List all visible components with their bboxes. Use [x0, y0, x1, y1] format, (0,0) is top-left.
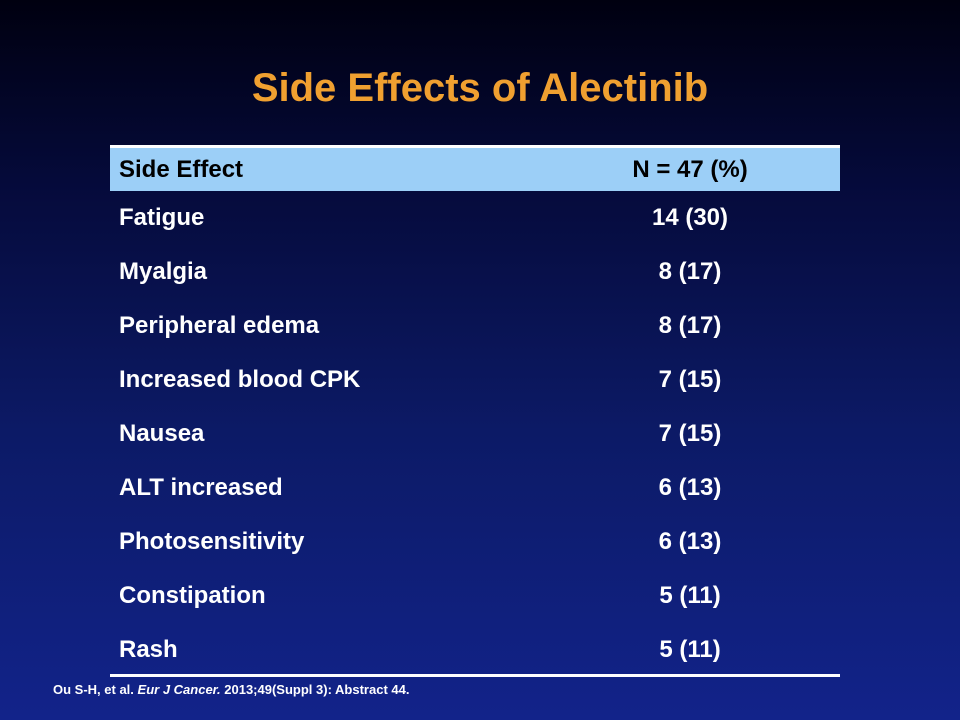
table-bottom-rule [110, 674, 840, 677]
citation-authors: Ou S-H, et al. [53, 682, 134, 697]
table-row: Peripheral edema 8 (17) [110, 299, 840, 353]
table-row: ALT increased 6 (13) [110, 461, 840, 515]
table-row: Nausea 7 (15) [110, 407, 840, 461]
citation-details: 2013;49(Suppl 3): Abstract 44. [224, 682, 410, 697]
citation-journal: Eur J Cancer. [137, 682, 221, 697]
row-value: 5 (11) [659, 636, 721, 663]
header-side-effect: Side Effect [119, 156, 244, 183]
slide-title: Side Effects of Alectinib [251, 66, 709, 110]
header-n-percent: N = 47 (%) [632, 156, 748, 183]
table-row: Fatigue 14 (30) [110, 191, 840, 245]
row-effect: Nausea [119, 420, 205, 447]
table-row: Increased blood CPK 7 (15) [110, 353, 840, 407]
row-effect: Fatigue [119, 204, 205, 231]
row-value: 6 (13) [658, 474, 722, 501]
row-effect: Myalgia [119, 258, 208, 285]
row-effect: Rash [119, 636, 178, 663]
citation: Ou S-H, et al. Eur J Cancer. 2013;49(Sup… [53, 682, 409, 697]
table-row: Photosensitivity 6 (13) [110, 515, 840, 569]
row-value: 8 (17) [658, 312, 722, 339]
row-value: 7 (15) [658, 420, 722, 447]
row-effect: Increased blood CPK [119, 366, 361, 393]
table-row: Rash 5 (11) [110, 623, 840, 677]
row-value: 5 (11) [659, 582, 721, 609]
row-value: 6 (13) [658, 528, 722, 555]
row-value: 8 (17) [658, 258, 722, 285]
row-effect: Constipation [119, 582, 266, 609]
row-value: 14 (30) [651, 204, 729, 231]
side-effects-table: Side Effect N = 47 (%) Fatigue 14 (30) M… [110, 145, 840, 677]
table-row: Myalgia 8 (17) [110, 245, 840, 299]
row-value: 7 (15) [658, 366, 722, 393]
row-effect: Peripheral edema [119, 312, 320, 339]
row-effect: ALT increased [119, 474, 283, 501]
row-effect: Photosensitivity [119, 528, 305, 555]
table-header-row: Side Effect N = 47 (%) [110, 145, 840, 191]
table-row: Constipation 5 (11) [110, 569, 840, 623]
